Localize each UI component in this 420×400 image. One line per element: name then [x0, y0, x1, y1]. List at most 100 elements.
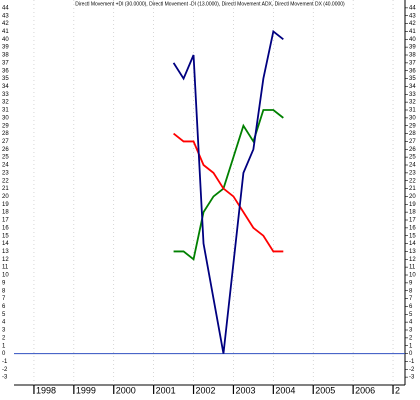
y-tick-label: -3	[2, 375, 8, 381]
x-tick-label: 1999	[76, 385, 96, 395]
x-tick-label: 2005	[315, 385, 335, 395]
y-tick-label: 20	[2, 194, 9, 200]
y-tick-label: 40	[409, 37, 416, 43]
y-tick-label: 36	[409, 68, 416, 74]
y-tick-label: 18	[2, 210, 9, 216]
x-tick-label: 2	[395, 385, 400, 395]
y-tick-label: 34	[2, 84, 9, 90]
y-tick-label: 29	[409, 123, 416, 129]
y-tick-label: 22	[409, 178, 416, 184]
series-line	[172, 29, 284, 354]
y-tick-label: 15	[2, 233, 9, 239]
x-tick-label: 2000	[116, 385, 136, 395]
y-tick-label: 20	[409, 194, 416, 200]
y-tick-label: 15	[409, 233, 416, 239]
y-tick-label: 44	[2, 5, 9, 11]
y-tick-label: 21	[409, 186, 416, 192]
y-tick-label: 6	[2, 304, 6, 310]
y-tick-label: 44	[409, 5, 416, 11]
y-tick-label: 32	[2, 100, 9, 106]
y-tick-label: -1	[2, 359, 8, 365]
y-tick-label: 0	[2, 351, 6, 357]
y-tick-label: 43	[409, 13, 416, 19]
y-tick-label: 29	[2, 123, 9, 129]
y-tick-label: 22	[2, 178, 9, 184]
y-tick-label: 17	[2, 218, 9, 224]
y-tick-label: 28	[409, 131, 416, 137]
y-tick-label: -1	[409, 359, 415, 365]
y-tick-label: 33	[409, 92, 416, 98]
y-tick-label: -2	[2, 367, 8, 373]
y-tick-label: 4	[409, 320, 413, 326]
y-tick-label: 17	[409, 218, 416, 224]
y-tick-label: 25	[409, 155, 416, 161]
y-tick-label: 8	[409, 288, 413, 294]
y-tick-label: 9	[409, 280, 413, 286]
y-tick-label: 28	[2, 131, 9, 137]
y-tick-label: 13	[2, 249, 9, 255]
y-tick-label: 10	[2, 273, 9, 279]
y-tick-label: 14	[2, 241, 9, 247]
y-tick-label: 1	[409, 343, 413, 349]
y-tick-label: 34	[409, 84, 416, 90]
x-tick-label: 2003	[235, 385, 255, 395]
y-tick-label: 9	[2, 280, 6, 286]
y-tick-label: 12	[409, 257, 416, 263]
y-tick-label: 10	[409, 273, 416, 279]
y-tick-label: 41	[409, 29, 416, 35]
y-tick-label: 27	[409, 139, 416, 145]
y-tick-label: 38	[409, 53, 416, 59]
y-tick-label: 41	[2, 29, 9, 35]
y-tick-label: 6	[409, 304, 413, 310]
y-tick-label: 31	[2, 108, 9, 114]
y-tick-label: 37	[2, 60, 9, 66]
x-tick-label: 2004	[275, 385, 295, 395]
y-tick-label: 19	[2, 202, 9, 208]
y-tick-label: 42	[2, 21, 9, 27]
y-tick-label: 26	[409, 147, 416, 153]
y-tick-label: 12	[2, 257, 9, 263]
y-tick-label: 23	[2, 170, 9, 176]
y-tick-label: 25	[2, 155, 9, 161]
y-tick-label: 1	[2, 343, 6, 349]
y-tick-label: 21	[2, 186, 9, 192]
y-tick-label: 26	[2, 147, 9, 153]
y-tick-label: 24	[2, 163, 9, 169]
y-tick-label: 11	[2, 265, 9, 271]
y-tick-label: 24	[409, 163, 416, 169]
y-tick-label: 43	[2, 13, 9, 19]
y-tick-label: 7	[2, 296, 6, 302]
y-tick-label: 35	[2, 76, 9, 82]
y-tick-label: 4	[2, 320, 6, 326]
y-tick-label: 14	[409, 241, 416, 247]
series-line	[173, 132, 284, 253]
y-tick-label: 5	[409, 312, 413, 318]
y-tick-label: 31	[409, 108, 416, 114]
y-tick-label: 2	[409, 335, 413, 341]
y-tick-label: 30	[409, 115, 416, 121]
y-tick-label: 36	[2, 68, 9, 74]
y-tick-label: 8	[2, 288, 6, 294]
y-tick-label: 16	[409, 225, 416, 231]
y-tick-label: 3	[409, 328, 413, 334]
y-tick-label: 38	[2, 53, 9, 59]
y-tick-label: 2	[2, 335, 6, 341]
y-tick-label: 5	[2, 312, 6, 318]
y-tick-label: -3	[409, 375, 415, 381]
x-tick-label: 2006	[355, 385, 375, 395]
y-tick-label: 19	[409, 202, 416, 208]
y-tick-label: -2	[409, 367, 415, 373]
y-tick-label: 37	[409, 60, 416, 66]
x-tick-label: 1998	[36, 385, 56, 395]
y-tick-label: 40	[2, 37, 9, 43]
series-line	[173, 109, 284, 261]
y-tick-label: 30	[2, 115, 9, 121]
x-tick-label: 2001	[156, 385, 176, 395]
y-tick-label: 13	[409, 249, 416, 255]
y-tick-label: 23	[409, 170, 416, 176]
y-tick-label: 0	[409, 351, 413, 357]
y-tick-label: 42	[409, 21, 416, 27]
y-tick-label: 16	[2, 225, 9, 231]
